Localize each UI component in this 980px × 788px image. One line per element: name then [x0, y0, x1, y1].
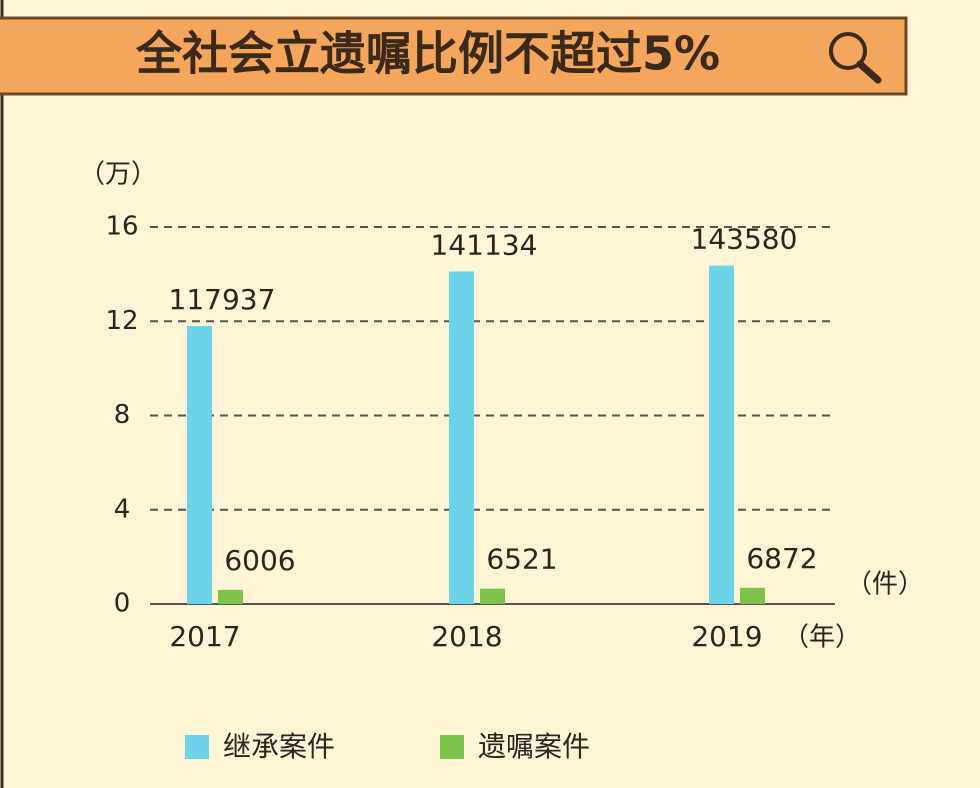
data-label: 141134 — [431, 228, 538, 261]
bar — [218, 589, 243, 604]
y-tick-label: 0 — [114, 589, 131, 619]
data-label: 6006 — [224, 544, 295, 577]
bar — [449, 271, 474, 604]
bar — [709, 265, 734, 604]
data-label: 117937 — [169, 283, 276, 316]
chart-title: 全社会立遗嘱比例不超过5% — [135, 27, 720, 81]
magnifier-icon — [829, 32, 882, 84]
bar — [480, 588, 505, 604]
x-tick-label: 2018 — [431, 620, 502, 653]
value-unit: （件） — [846, 570, 924, 600]
y-unit: （万） — [79, 160, 157, 190]
data-label: 6521 — [486, 543, 557, 576]
y-tick-label: 4 — [114, 494, 131, 524]
data-label: 143580 — [691, 223, 798, 256]
bar — [740, 587, 765, 604]
legend-swatch — [185, 735, 209, 759]
legend-swatch — [440, 735, 464, 759]
y-tick-label: 12 — [105, 306, 138, 336]
legend-label: 遗嘱案件 — [478, 730, 590, 763]
x-unit: （年） — [783, 623, 861, 653]
bar — [187, 326, 212, 604]
x-tick-label: 2017 — [169, 620, 240, 653]
title-banner — [0, 16, 908, 96]
x-tick-label: 2019 — [691, 620, 762, 653]
legend-label: 继承案件 — [223, 730, 335, 763]
y-tick-label: 8 — [114, 400, 131, 430]
y-tick-label: 16 — [105, 212, 138, 242]
data-label: 6872 — [746, 542, 817, 575]
